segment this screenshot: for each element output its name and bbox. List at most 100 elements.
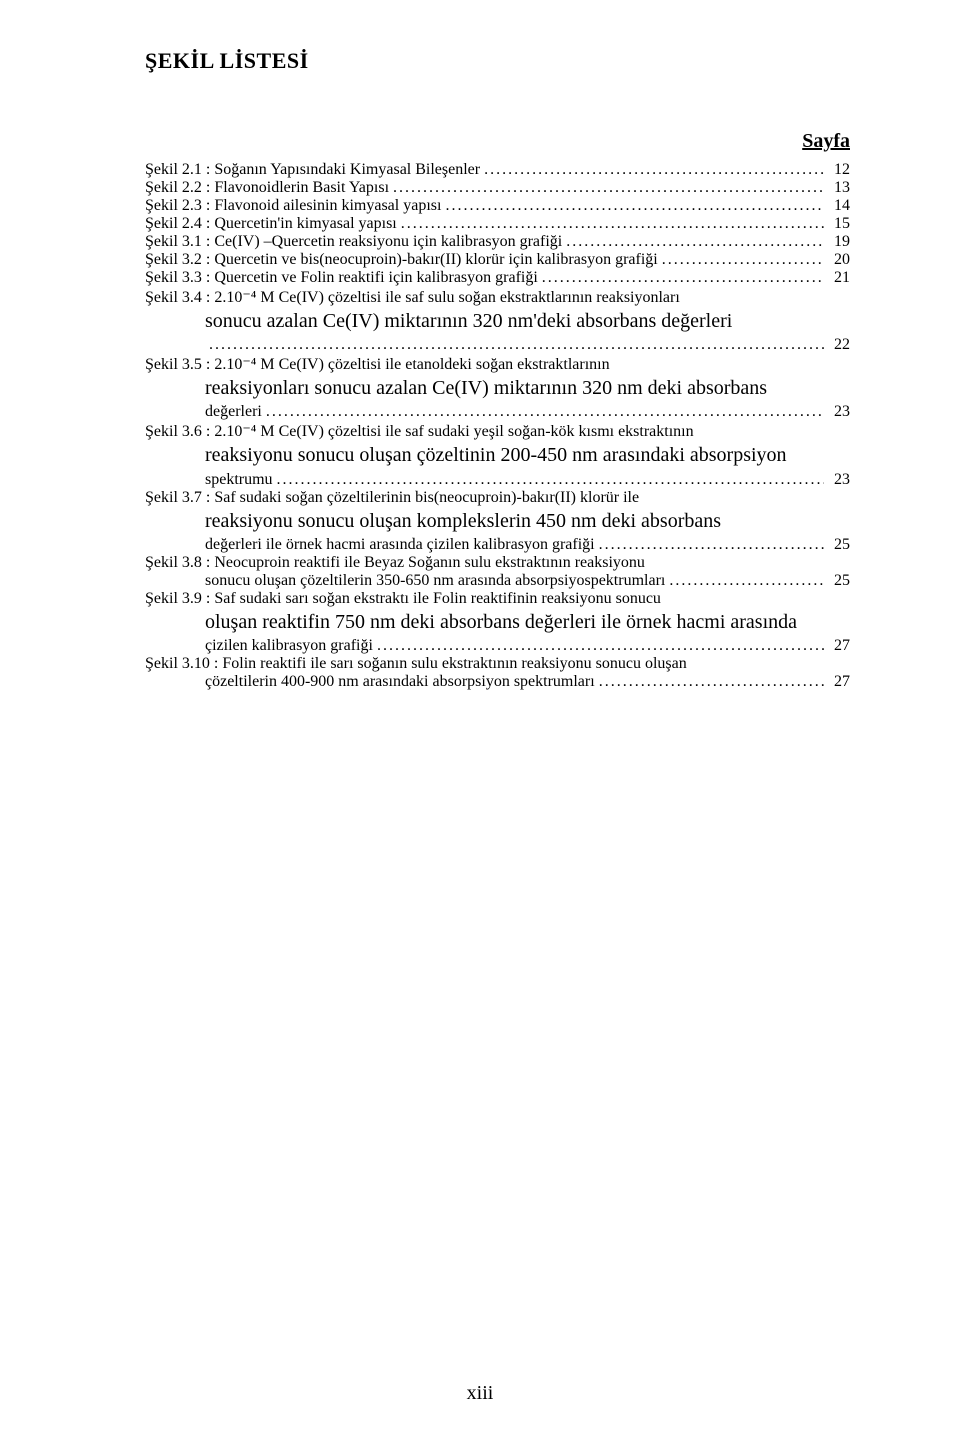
- lof-entry-tail: değerleri ile örnek hacmi arasında çizil…: [205, 536, 595, 554]
- lof-entry-text: 2.10⁻⁴ M Ce(IV) çözeltisi ile etanoldeki…: [214, 356, 609, 373]
- lof-entry-body: Şekil 2.3 : Flavonoid ailesinin kimyasal…: [145, 197, 441, 215]
- lof-entry-continuation: oluşan reaktifin 750 nm deki absorbans d…: [145, 608, 850, 637]
- lof-entry-first-line: Şekil 3.5 : 2.10⁻⁴ M Ce(IV) çözeltisi il…: [145, 354, 850, 374]
- lof-entry-body: Şekil 3.4 : 2.10⁻⁴ M Ce(IV) çözeltisi il…: [145, 287, 850, 307]
- lof-entry-tail: spektrumu: [205, 471, 273, 489]
- lof-entry-label: Şekil 3.7 :: [145, 489, 214, 506]
- lof-page-number: 25: [824, 536, 850, 554]
- lof-entry-last-line: sonucu oluşan çözeltilerin 350-650 nm ar…: [145, 572, 850, 590]
- list-of-figures: Şekil 2.1 : Soğanın Yapısındaki Kimyasal…: [145, 161, 850, 691]
- lof-page-number: 20: [824, 251, 850, 269]
- lof-entry-text: Saf sudaki soğan çözeltilerinin bis(neoc…: [214, 489, 639, 506]
- lof-leader: ........................................…: [273, 471, 824, 489]
- lof-entry-body: Şekil 3.7 : Saf sudaki soğan çözeltileri…: [145, 489, 850, 507]
- lof-entry-label: Şekil 3.9 :: [145, 590, 214, 607]
- lof-entry-label: Şekil 3.6 :: [145, 423, 214, 440]
- lof-leader: ........................................…: [389, 179, 824, 197]
- lof-entry-text: Flavonoid ailesinin kimyasal yapısı: [214, 197, 441, 214]
- lof-entry-body: Şekil 3.2 : Quercetin ve bis(neocuproin)…: [145, 251, 658, 269]
- lof-entry-first-line: Şekil 3.8 : Neocuproin reaktifi ile Beya…: [145, 554, 850, 572]
- lof-leader: ........................................…: [205, 336, 824, 354]
- lof-page-number: 23: [824, 403, 850, 421]
- lof-entry-last-line: çözeltilerin 400-900 nm arasındaki absor…: [145, 673, 850, 691]
- lof-entry: Şekil 3.5 : 2.10⁻⁴ M Ce(IV) çözeltisi il…: [145, 354, 850, 421]
- lof-entry: Şekil 2.4 : Quercetin'in kimyasal yapısı…: [145, 215, 850, 233]
- lof-entry-body: Şekil 3.9 : Saf sudaki sarı soğan ekstra…: [145, 590, 850, 608]
- lof-entry-first-line: Şekil 3.6 : 2.10⁻⁴ M Ce(IV) çözeltisi il…: [145, 421, 850, 441]
- lof-entry: Şekil 2.2 : Flavonoidlerin Basit Yapısı.…: [145, 179, 850, 197]
- lof-entry-text: Quercetin ve bis(neocuproin)-bakır(II) k…: [214, 251, 657, 268]
- lof-entry-body: Şekil 3.5 : 2.10⁻⁴ M Ce(IV) çözeltisi il…: [145, 354, 850, 374]
- lof-entry-text: Soğanın Yapısındaki Kimyasal Bileşenler: [214, 161, 480, 178]
- lof-leader: ........................................…: [262, 403, 824, 421]
- lof-entry-continuation: reaksiyonu sonucu oluşan komplekslerin 4…: [145, 507, 850, 536]
- lof-entry-tail: sonucu oluşan çözeltilerin 350-650 nm ar…: [205, 572, 665, 590]
- lof-entry-last-line: ........................................…: [145, 336, 850, 354]
- lof-leader: ........................................…: [665, 572, 824, 590]
- lof-entry-label: Şekil 3.1 :: [145, 233, 214, 250]
- lof-entry: Şekil 3.7 : Saf sudaki soğan çözeltileri…: [145, 489, 850, 554]
- lof-entry-label: Şekil 2.4 :: [145, 215, 214, 232]
- lof-entry-first-line: Şekil 3.9 : Saf sudaki sarı soğan ekstra…: [145, 590, 850, 608]
- lof-leader: ........................................…: [658, 251, 824, 269]
- lof-page-number: 14: [824, 197, 850, 215]
- lof-entry-continuation: sonucu azalan Ce(IV) miktarının 320 nm'd…: [145, 307, 850, 336]
- lof-entry-continuation: reaksiyonları sonucu azalan Ce(IV) mikta…: [145, 374, 850, 403]
- lof-entry-text: Ce(IV) –Quercetin reaksiyonu için kalibr…: [214, 233, 562, 250]
- lof-entry-body: Şekil 2.1 : Soğanın Yapısındaki Kimyasal…: [145, 161, 480, 179]
- lof-entry-text: Flavonoidlerin Basit Yapısı: [214, 179, 389, 196]
- lof-entry: Şekil 3.6 : 2.10⁻⁴ M Ce(IV) çözeltisi il…: [145, 421, 850, 488]
- lof-entry-text: 2.10⁻⁴ M Ce(IV) çözeltisi ile saf sudaki…: [214, 423, 693, 440]
- lof-page-number: 22: [824, 336, 850, 354]
- lof-entry-label: Şekil 2.1 :: [145, 161, 214, 178]
- lof-entry: Şekil 3.3 : Quercetin ve Folin reaktifi …: [145, 269, 850, 287]
- lof-entry-label: Şekil 3.3 :: [145, 269, 214, 286]
- lof-leader: ........................................…: [373, 637, 824, 655]
- lof-entry: Şekil 3.10 : Folin reaktifi ile sarı soğ…: [145, 655, 850, 691]
- lof-entry-body: Şekil 3.3 : Quercetin ve Folin reaktifi …: [145, 269, 538, 287]
- lof-page-number: 12: [824, 161, 850, 179]
- lof-leader: ........................................…: [538, 269, 824, 287]
- lof-page-number: 25: [824, 572, 850, 590]
- lof-entry: Şekil 3.4 : 2.10⁻⁴ M Ce(IV) çözeltisi il…: [145, 287, 850, 354]
- lof-leader: ........................................…: [480, 161, 824, 179]
- lof-entry-body: Şekil 3.8 : Neocuproin reaktifi ile Beya…: [145, 554, 850, 572]
- lof-page-number: 23: [824, 471, 850, 489]
- lof-entry: Şekil 3.1 : Ce(IV) –Quercetin reaksiyonu…: [145, 233, 850, 251]
- lof-entry-body: Şekil 3.1 : Ce(IV) –Quercetin reaksiyonu…: [145, 233, 562, 251]
- footer-page-number: xiii: [0, 1382, 960, 1405]
- lof-page-number: 27: [824, 637, 850, 655]
- lof-entry-text: Folin reaktifi ile sarı soğanın sulu eks…: [222, 655, 686, 672]
- lof-entry-text: Neocuproin reaktifi ile Beyaz Soğanın su…: [214, 554, 645, 571]
- lof-entry: Şekil 3.9 : Saf sudaki sarı soğan ekstra…: [145, 590, 850, 655]
- lof-entry-label: Şekil 3.8 :: [145, 554, 214, 571]
- lof-entry-last-line: spektrumu...............................…: [145, 471, 850, 489]
- lof-leader: ........................................…: [595, 673, 824, 691]
- lof-entry-first-line: Şekil 3.7 : Saf sudaki soğan çözeltileri…: [145, 489, 850, 507]
- lof-entry-text: Saf sudaki sarı soğan ekstraktı ile Foli…: [214, 590, 661, 607]
- lof-entry-label: Şekil 3.2 :: [145, 251, 214, 268]
- lof-entry: Şekil 3.8 : Neocuproin reaktifi ile Beya…: [145, 554, 850, 590]
- lof-entry-text: Quercetin ve Folin reaktifi için kalibra…: [214, 269, 537, 286]
- page-title: ŞEKİL LİSTESİ: [145, 48, 850, 74]
- page-number-header: Sayfa: [145, 130, 850, 153]
- lof-entry-label: Şekil 3.4 :: [145, 289, 214, 306]
- lof-leader: ........................................…: [562, 233, 824, 251]
- lof-entry-tail: değerleri: [205, 403, 262, 421]
- lof-entry-continuation: reaksiyonu sonucu oluşan çözeltinin 200-…: [145, 441, 850, 470]
- lof-entry-body: Şekil 2.2 : Flavonoidlerin Basit Yapısı: [145, 179, 389, 197]
- lof-entry: Şekil 2.1 : Soğanın Yapısındaki Kimyasal…: [145, 161, 850, 179]
- lof-page-number: 15: [824, 215, 850, 233]
- lof-page-number: 13: [824, 179, 850, 197]
- lof-entry-last-line: değerleri...............................…: [145, 403, 850, 421]
- lof-entry: Şekil 3.2 : Quercetin ve bis(neocuproin)…: [145, 251, 850, 269]
- lof-entry-last-line: değerleri ile örnek hacmi arasında çizil…: [145, 536, 850, 554]
- lof-entry-tail: çözeltilerin 400-900 nm arasındaki absor…: [205, 673, 595, 691]
- lof-entry: Şekil 2.3 : Flavonoid ailesinin kimyasal…: [145, 197, 850, 215]
- lof-entry-body: Şekil 2.4 : Quercetin'in kimyasal yapısı: [145, 215, 397, 233]
- lof-entry-text: 2.10⁻⁴ M Ce(IV) çözeltisi ile saf sulu s…: [214, 289, 679, 306]
- lof-entry-first-line: Şekil 3.4 : 2.10⁻⁴ M Ce(IV) çözeltisi il…: [145, 287, 850, 307]
- lof-entry-body: Şekil 3.6 : 2.10⁻⁴ M Ce(IV) çözeltisi il…: [145, 421, 850, 441]
- lof-leader: ........................................…: [441, 197, 824, 215]
- lof-entry-label: Şekil 2.3 :: [145, 197, 214, 214]
